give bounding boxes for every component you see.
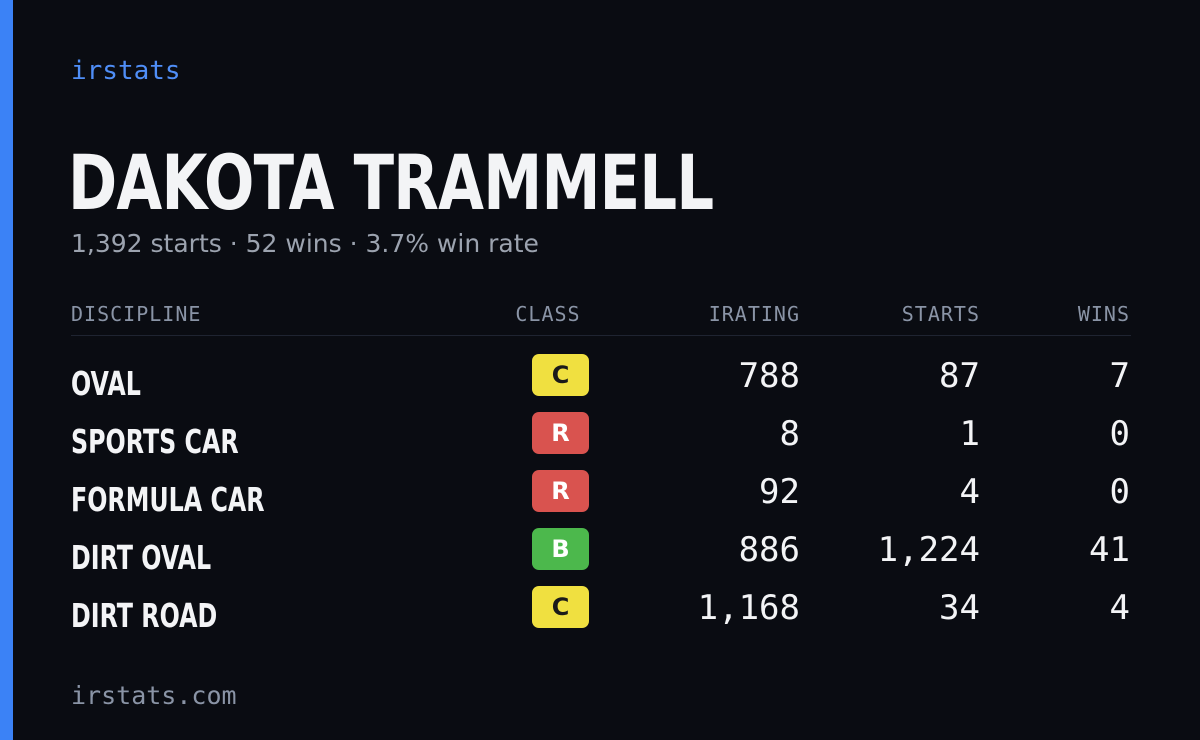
irating-value: 92 (759, 472, 800, 512)
table-row: DIRT OVAL B 886 1,224 41 (71, 526, 1131, 584)
starts-value: 87 (939, 356, 980, 396)
table-row: OVAL C 788 87 7 (71, 352, 1131, 410)
starts-value: 34 (939, 588, 980, 628)
starts-value: 1,224 (877, 530, 980, 570)
header-class: CLASS (515, 302, 581, 326)
class-badge: C (532, 586, 589, 628)
irating-value: 8 (779, 414, 800, 454)
table-row: SPORTS CAR R 8 1 0 (71, 410, 1131, 468)
wins-value: 41 (1089, 530, 1130, 570)
driver-name: DAKOTA TRAMMELL (68, 138, 714, 227)
header-starts: STARTS (901, 302, 980, 326)
wins-value: 4 (1109, 588, 1130, 628)
table-row: FORMULA CAR R 92 4 0 (71, 468, 1131, 526)
irating-value: 788 (738, 356, 800, 396)
wins-value: 0 (1109, 472, 1130, 512)
table-row: DIRT ROAD C 1,168 34 4 (71, 584, 1131, 642)
wins-value: 0 (1109, 414, 1130, 454)
discipline-name: OVAL (71, 364, 141, 403)
starts-value: 4 (959, 472, 980, 512)
discipline-name: FORMULA CAR (71, 480, 265, 519)
starts-value: 1 (959, 414, 980, 454)
wins-value: 7 (1109, 356, 1130, 396)
irating-value: 886 (738, 530, 800, 570)
discipline-name: DIRT OVAL (71, 538, 212, 577)
class-badge: B (532, 528, 589, 570)
footer-url[interactable]: irstats.com (71, 681, 237, 710)
class-badge: R (532, 470, 589, 512)
discipline-name: SPORTS CAR (71, 422, 239, 461)
table-header: DISCIPLINE CLASS IRATING STARTS WINS (71, 296, 1131, 336)
stats-table: DISCIPLINE CLASS IRATING STARTS WINS OVA… (71, 296, 1131, 635)
class-badge: C (532, 354, 589, 396)
header-wins: WINS (1077, 302, 1130, 326)
discipline-name: DIRT ROAD (71, 596, 218, 635)
irating-value: 1,168 (697, 588, 800, 628)
driver-summary: 1,392 starts · 52 wins · 3.7% win rate (71, 229, 539, 258)
header-irating: IRATING (708, 302, 800, 326)
brand-logo[interactable]: irstats (71, 56, 181, 86)
header-discipline: DISCIPLINE (71, 302, 202, 326)
class-badge: R (532, 412, 589, 454)
table-body: OVAL C 788 87 7 SPORTS CAR R 8 1 0 FORMU… (71, 352, 1131, 642)
accent-bar (0, 0, 13, 740)
